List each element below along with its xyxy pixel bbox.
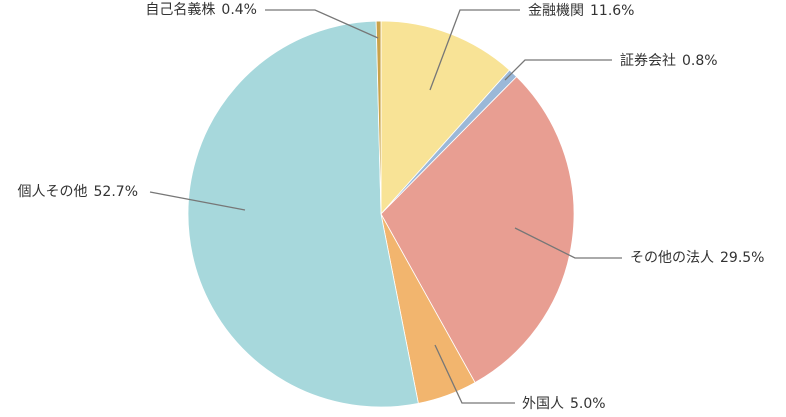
category-name: その他の法人 xyxy=(630,250,714,266)
value-label: 52.7% xyxy=(94,184,138,200)
value-label: 29.5% xyxy=(720,250,764,266)
leader-line xyxy=(504,59,612,81)
value-label: 11.6% xyxy=(590,3,634,19)
slice-label: 個人その他 52.7% xyxy=(18,184,138,200)
slice-label: 外国人 5.0% xyxy=(522,396,606,412)
leader-line xyxy=(434,344,515,404)
category-name: 自己名義株 xyxy=(145,1,215,18)
value-label: 0.4% xyxy=(221,2,257,18)
category-name: 個人その他 xyxy=(18,184,88,200)
wedge xyxy=(380,76,575,384)
leader-line xyxy=(429,9,520,91)
slice-label: 自己名義株 0.4% xyxy=(145,1,257,18)
value-label: 5.0% xyxy=(570,396,606,412)
slice-label: 金融機関 11.6% xyxy=(528,3,634,19)
category-name: 証券会社 xyxy=(620,53,676,69)
value-label: 0.8% xyxy=(682,53,718,69)
category-name: 外国人 xyxy=(522,396,564,412)
slice-label: その他の法人 29.5% xyxy=(630,250,764,266)
leader-line xyxy=(514,227,622,259)
leader-line xyxy=(265,9,379,39)
wedge xyxy=(187,20,419,408)
leader-line xyxy=(149,191,246,211)
slice-label: 証券会社 0.8% xyxy=(620,53,718,69)
wedge xyxy=(380,20,511,216)
category-name: 金融機関 xyxy=(528,3,584,19)
wedge xyxy=(375,20,382,215)
